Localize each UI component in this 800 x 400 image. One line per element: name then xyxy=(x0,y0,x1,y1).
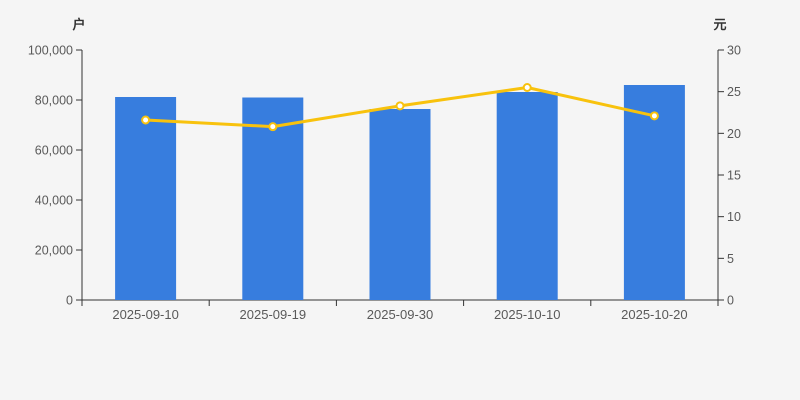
right-y-tick-label: 15 xyxy=(727,169,741,183)
bar[interactable] xyxy=(369,109,431,300)
right-y-tick-label: 30 xyxy=(727,44,741,58)
right-y-tick-label: 25 xyxy=(727,85,741,99)
left-y-tick-label: 20,000 xyxy=(35,244,73,258)
left-axis-unit-label: 户 xyxy=(72,17,85,32)
left-y-tick-label: 80,000 xyxy=(35,94,73,108)
right-y-tick-label: 0 xyxy=(727,294,734,308)
left-y-tick-label: 0 xyxy=(66,294,73,308)
line-marker[interactable] xyxy=(522,83,532,92)
plot-area: 0 20,000 40,000 60,000 80,000 100,000 0 5 10 15 20… xyxy=(28,44,741,323)
right-y-tick-label: 20 xyxy=(727,127,741,141)
left-y-tick-label: 60,000 xyxy=(35,144,73,158)
bar[interactable] xyxy=(242,97,304,301)
left-y-tick-label: 100,000 xyxy=(28,44,73,58)
line-marker[interactable] xyxy=(395,101,405,111)
right-axis-unit-label: 元 xyxy=(713,17,726,32)
x-tick-label: 2025-10-10 xyxy=(494,307,561,322)
right-y-tick-label: 10 xyxy=(727,210,741,224)
line-marker[interactable] xyxy=(649,111,659,121)
line-marker[interactable] xyxy=(268,122,278,132)
left-y-tick-label: 40,000 xyxy=(35,194,73,208)
bar[interactable] xyxy=(496,92,558,300)
right-y-tick-label: 5 xyxy=(727,252,734,266)
x-tick-label: 2025-09-19 xyxy=(240,307,307,322)
bar[interactable] xyxy=(623,85,685,300)
x-tick-label: 2025-09-10 xyxy=(112,307,179,322)
line-marker[interactable] xyxy=(141,115,151,125)
x-tick-label: 2025-10-20 xyxy=(621,307,688,322)
bar[interactable] xyxy=(115,97,177,300)
x-tick-label: 2025-09-30 xyxy=(367,307,434,322)
